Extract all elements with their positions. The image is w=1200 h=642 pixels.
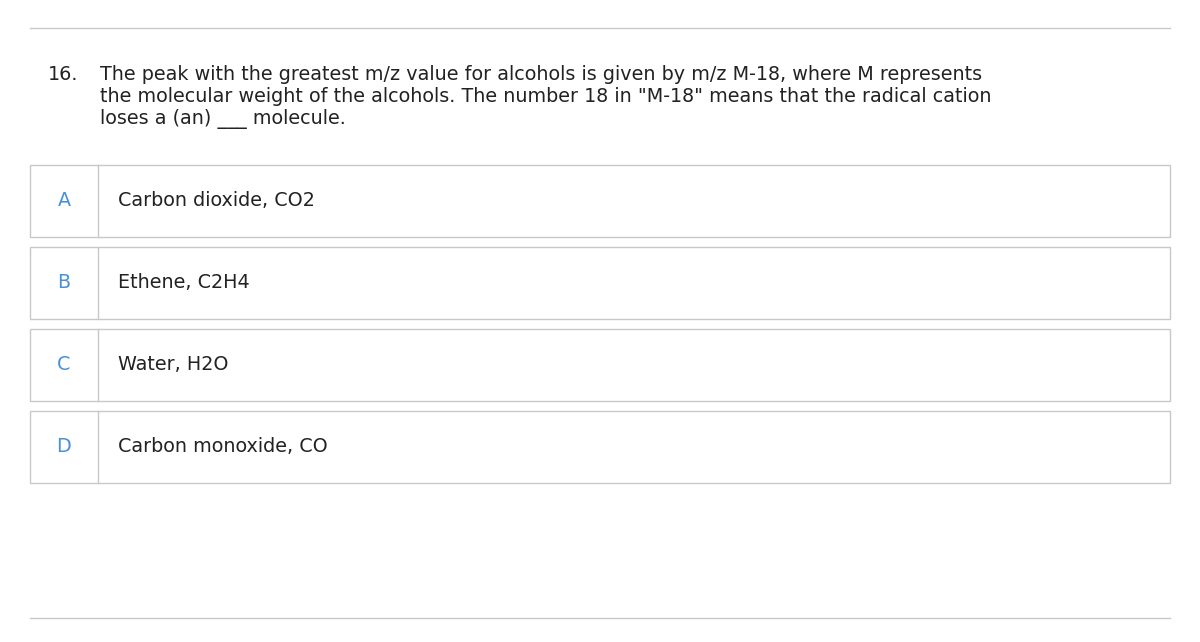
Text: Ethene, C2H4: Ethene, C2H4: [118, 273, 250, 293]
Text: The peak with the greatest m/z value for alcohols is given by m/z M-18, where M : The peak with the greatest m/z value for…: [100, 65, 982, 84]
FancyBboxPatch shape: [30, 329, 1170, 401]
Text: D: D: [56, 437, 71, 456]
FancyBboxPatch shape: [30, 165, 1170, 237]
Text: Carbon dioxide, CO2: Carbon dioxide, CO2: [118, 191, 314, 211]
Text: loses a (an) ___ molecule.: loses a (an) ___ molecule.: [100, 109, 346, 129]
FancyBboxPatch shape: [30, 411, 1170, 483]
FancyBboxPatch shape: [30, 247, 1170, 319]
Text: C: C: [58, 356, 71, 374]
Text: 16.: 16.: [48, 65, 78, 84]
Text: the molecular weight of the alcohols. The number 18 in "M-18" means that the rad: the molecular weight of the alcohols. Th…: [100, 87, 991, 106]
Text: A: A: [58, 191, 71, 211]
Text: Water, H2O: Water, H2O: [118, 356, 228, 374]
Text: Carbon monoxide, CO: Carbon monoxide, CO: [118, 437, 328, 456]
Text: B: B: [58, 273, 71, 293]
